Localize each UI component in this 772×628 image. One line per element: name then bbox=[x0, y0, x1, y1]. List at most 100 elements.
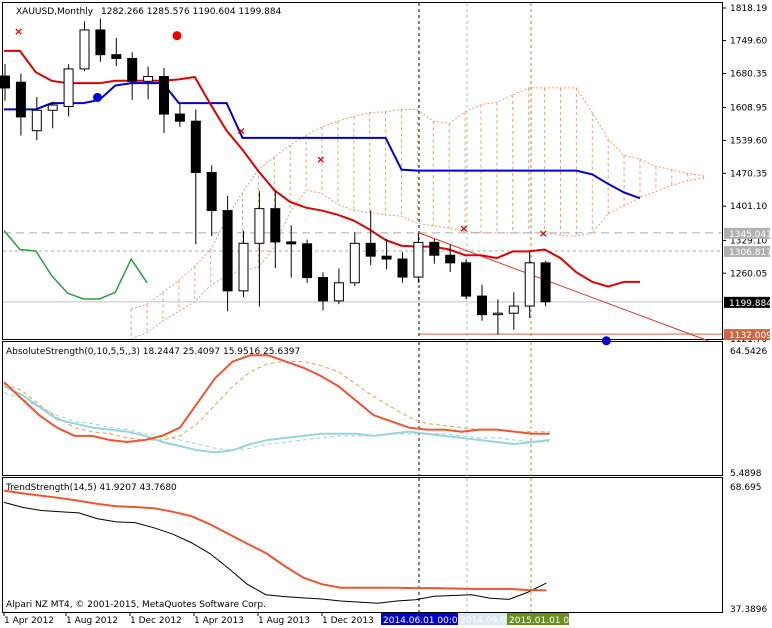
main-panel: × × × × × bbox=[0, 3, 722, 612]
cross-marker: × bbox=[14, 25, 23, 38]
price-tick-label: 1680.35 bbox=[730, 70, 767, 80]
candle-bear bbox=[365, 242, 376, 257]
ohlc-label: 1282.266 1285.576 1190.604 1199.884 bbox=[101, 7, 282, 17]
dot-marker bbox=[601, 336, 611, 346]
trend-strength-label: TrendStrength(14,5) 41.9207 43.7680 bbox=[5, 483, 177, 493]
price-level-tag bbox=[724, 227, 770, 239]
as-bears-signal bbox=[3, 391, 550, 451]
candle-bear bbox=[95, 29, 106, 56]
ts-main-line bbox=[3, 489, 547, 592]
as-bulls-line bbox=[3, 354, 550, 444]
candle-bear bbox=[397, 258, 408, 278]
time-highlight-tag-label: 2015.01.01 00:00 bbox=[509, 616, 590, 626]
candle-bull bbox=[238, 242, 249, 292]
time-tick-label: 1 Dec 2013 bbox=[322, 616, 374, 626]
price-tick-label: 1749.60 bbox=[730, 37, 767, 47]
price-level-tag-label: 1345.041 bbox=[729, 230, 772, 240]
time-tick-label: 1 Aug 2013 bbox=[258, 616, 310, 626]
axes: 1818.19 1749.60 1680.35 1608.95 1539.60 1470.… bbox=[3, 4, 772, 626]
time-highlight-tag bbox=[458, 613, 510, 625]
candle-bear bbox=[222, 210, 233, 292]
candle-bull bbox=[79, 29, 90, 70]
time-tick-label: 1 Dec 2012 bbox=[130, 616, 182, 626]
candle-bear bbox=[127, 57, 138, 82]
trend-strength-panel bbox=[3, 489, 547, 604]
time-tick-label: 1 Apr 2012 bbox=[4, 616, 54, 626]
cross-marker: × bbox=[539, 227, 548, 240]
price-level-tag-label: 1306.817 bbox=[729, 248, 772, 258]
candle-bull bbox=[333, 282, 344, 302]
price-level-tag-label: 1132.009 bbox=[729, 331, 772, 341]
candle-bull bbox=[31, 109, 42, 132]
absolute-strength-panel bbox=[3, 354, 550, 454]
ts-panel-frame bbox=[2, 477, 723, 613]
candle-bear bbox=[445, 254, 456, 264]
price-level-tag-label: 1199.884 bbox=[729, 299, 772, 309]
price-tick-label: 1818.19 bbox=[730, 4, 767, 14]
absolute-strength-label: AbsoluteStrength(0,10,5,5,,3) 18.2447 25… bbox=[6, 347, 300, 357]
price-level-tag bbox=[724, 296, 770, 308]
candle-bear bbox=[190, 120, 201, 174]
candle-bear bbox=[286, 241, 297, 245]
candle-bear bbox=[270, 208, 281, 243]
main-panel-frame bbox=[2, 2, 723, 340]
cross-marker: × bbox=[459, 222, 468, 235]
candle-bear bbox=[206, 172, 217, 212]
ts-signal-line bbox=[3, 501, 547, 604]
as-tick-label: 5.4898 bbox=[730, 469, 762, 479]
candle-bear bbox=[159, 76, 169, 115]
time-highlight-tag bbox=[507, 613, 569, 625]
chikou-line bbox=[3, 230, 148, 300]
candle-bull bbox=[492, 312, 503, 316]
candle-bear bbox=[477, 295, 487, 316]
candle-bull bbox=[349, 242, 360, 284]
candle-bear bbox=[461, 262, 472, 297]
time-highlight-tag-label: 2014.06.01 00:00 bbox=[383, 616, 464, 626]
candle-bear bbox=[0, 75, 10, 89]
candle-bear bbox=[174, 113, 185, 122]
candle-bull bbox=[524, 262, 535, 307]
candle-bear bbox=[381, 255, 392, 260]
candle-bear bbox=[111, 54, 122, 59]
dot-marker bbox=[93, 92, 102, 102]
candle-bull bbox=[508, 305, 519, 314]
ts-tick-label: 37.3896 bbox=[730, 605, 767, 615]
candle-bear bbox=[540, 262, 551, 303]
candle-bear bbox=[318, 277, 328, 302]
price-level-tag bbox=[724, 329, 770, 341]
time-tick-label: 1 Apr 2013 bbox=[194, 616, 244, 626]
footer-copyright: Alpari NZ MT4, © 2001-2015, MetaQuotes S… bbox=[6, 600, 266, 610]
kijun-line bbox=[4, 82, 641, 200]
candle-bear bbox=[15, 81, 26, 118]
price-tick-label: 1260.05 bbox=[730, 269, 767, 279]
candle-bull bbox=[143, 76, 154, 82]
cloud-upper-edge bbox=[131, 87, 704, 310]
candle-bull bbox=[47, 104, 58, 111]
price-level-tag bbox=[724, 246, 770, 258]
as-bulls-signal bbox=[3, 360, 550, 441]
time-tick-label: 1 Aug 2012 bbox=[66, 616, 118, 626]
candle-bull bbox=[254, 208, 265, 244]
price-tick-label: 1470.35 bbox=[730, 169, 767, 179]
price-tick-label: 1329.10 bbox=[730, 236, 767, 246]
candle-bear bbox=[302, 243, 313, 279]
candle-bear bbox=[429, 241, 440, 256]
ts-tick-label: 68.695 bbox=[730, 483, 762, 493]
as-tick-label: 64.5426 bbox=[730, 347, 767, 357]
tenkan-line bbox=[4, 49, 640, 288]
as-panel-frame bbox=[2, 341, 723, 476]
dot-marker bbox=[172, 31, 182, 41]
price-tick-label: 1539.60 bbox=[730, 136, 767, 146]
as-bears-line bbox=[3, 385, 550, 454]
time-highlight-tag bbox=[381, 613, 459, 625]
candle-bull bbox=[63, 68, 74, 107]
cross-marker: × bbox=[316, 153, 325, 166]
price-tick-label: 1608.95 bbox=[730, 103, 767, 113]
cross-marker: × bbox=[237, 125, 246, 138]
candle-bull bbox=[413, 241, 424, 278]
trend-line bbox=[418, 232, 709, 342]
price-tick-label: 1401.10 bbox=[730, 202, 767, 212]
time-highlight-tag-label: 2014.09.01 00:00 bbox=[460, 616, 541, 626]
symbol-label: XAUUSD,Monthly bbox=[16, 7, 94, 17]
